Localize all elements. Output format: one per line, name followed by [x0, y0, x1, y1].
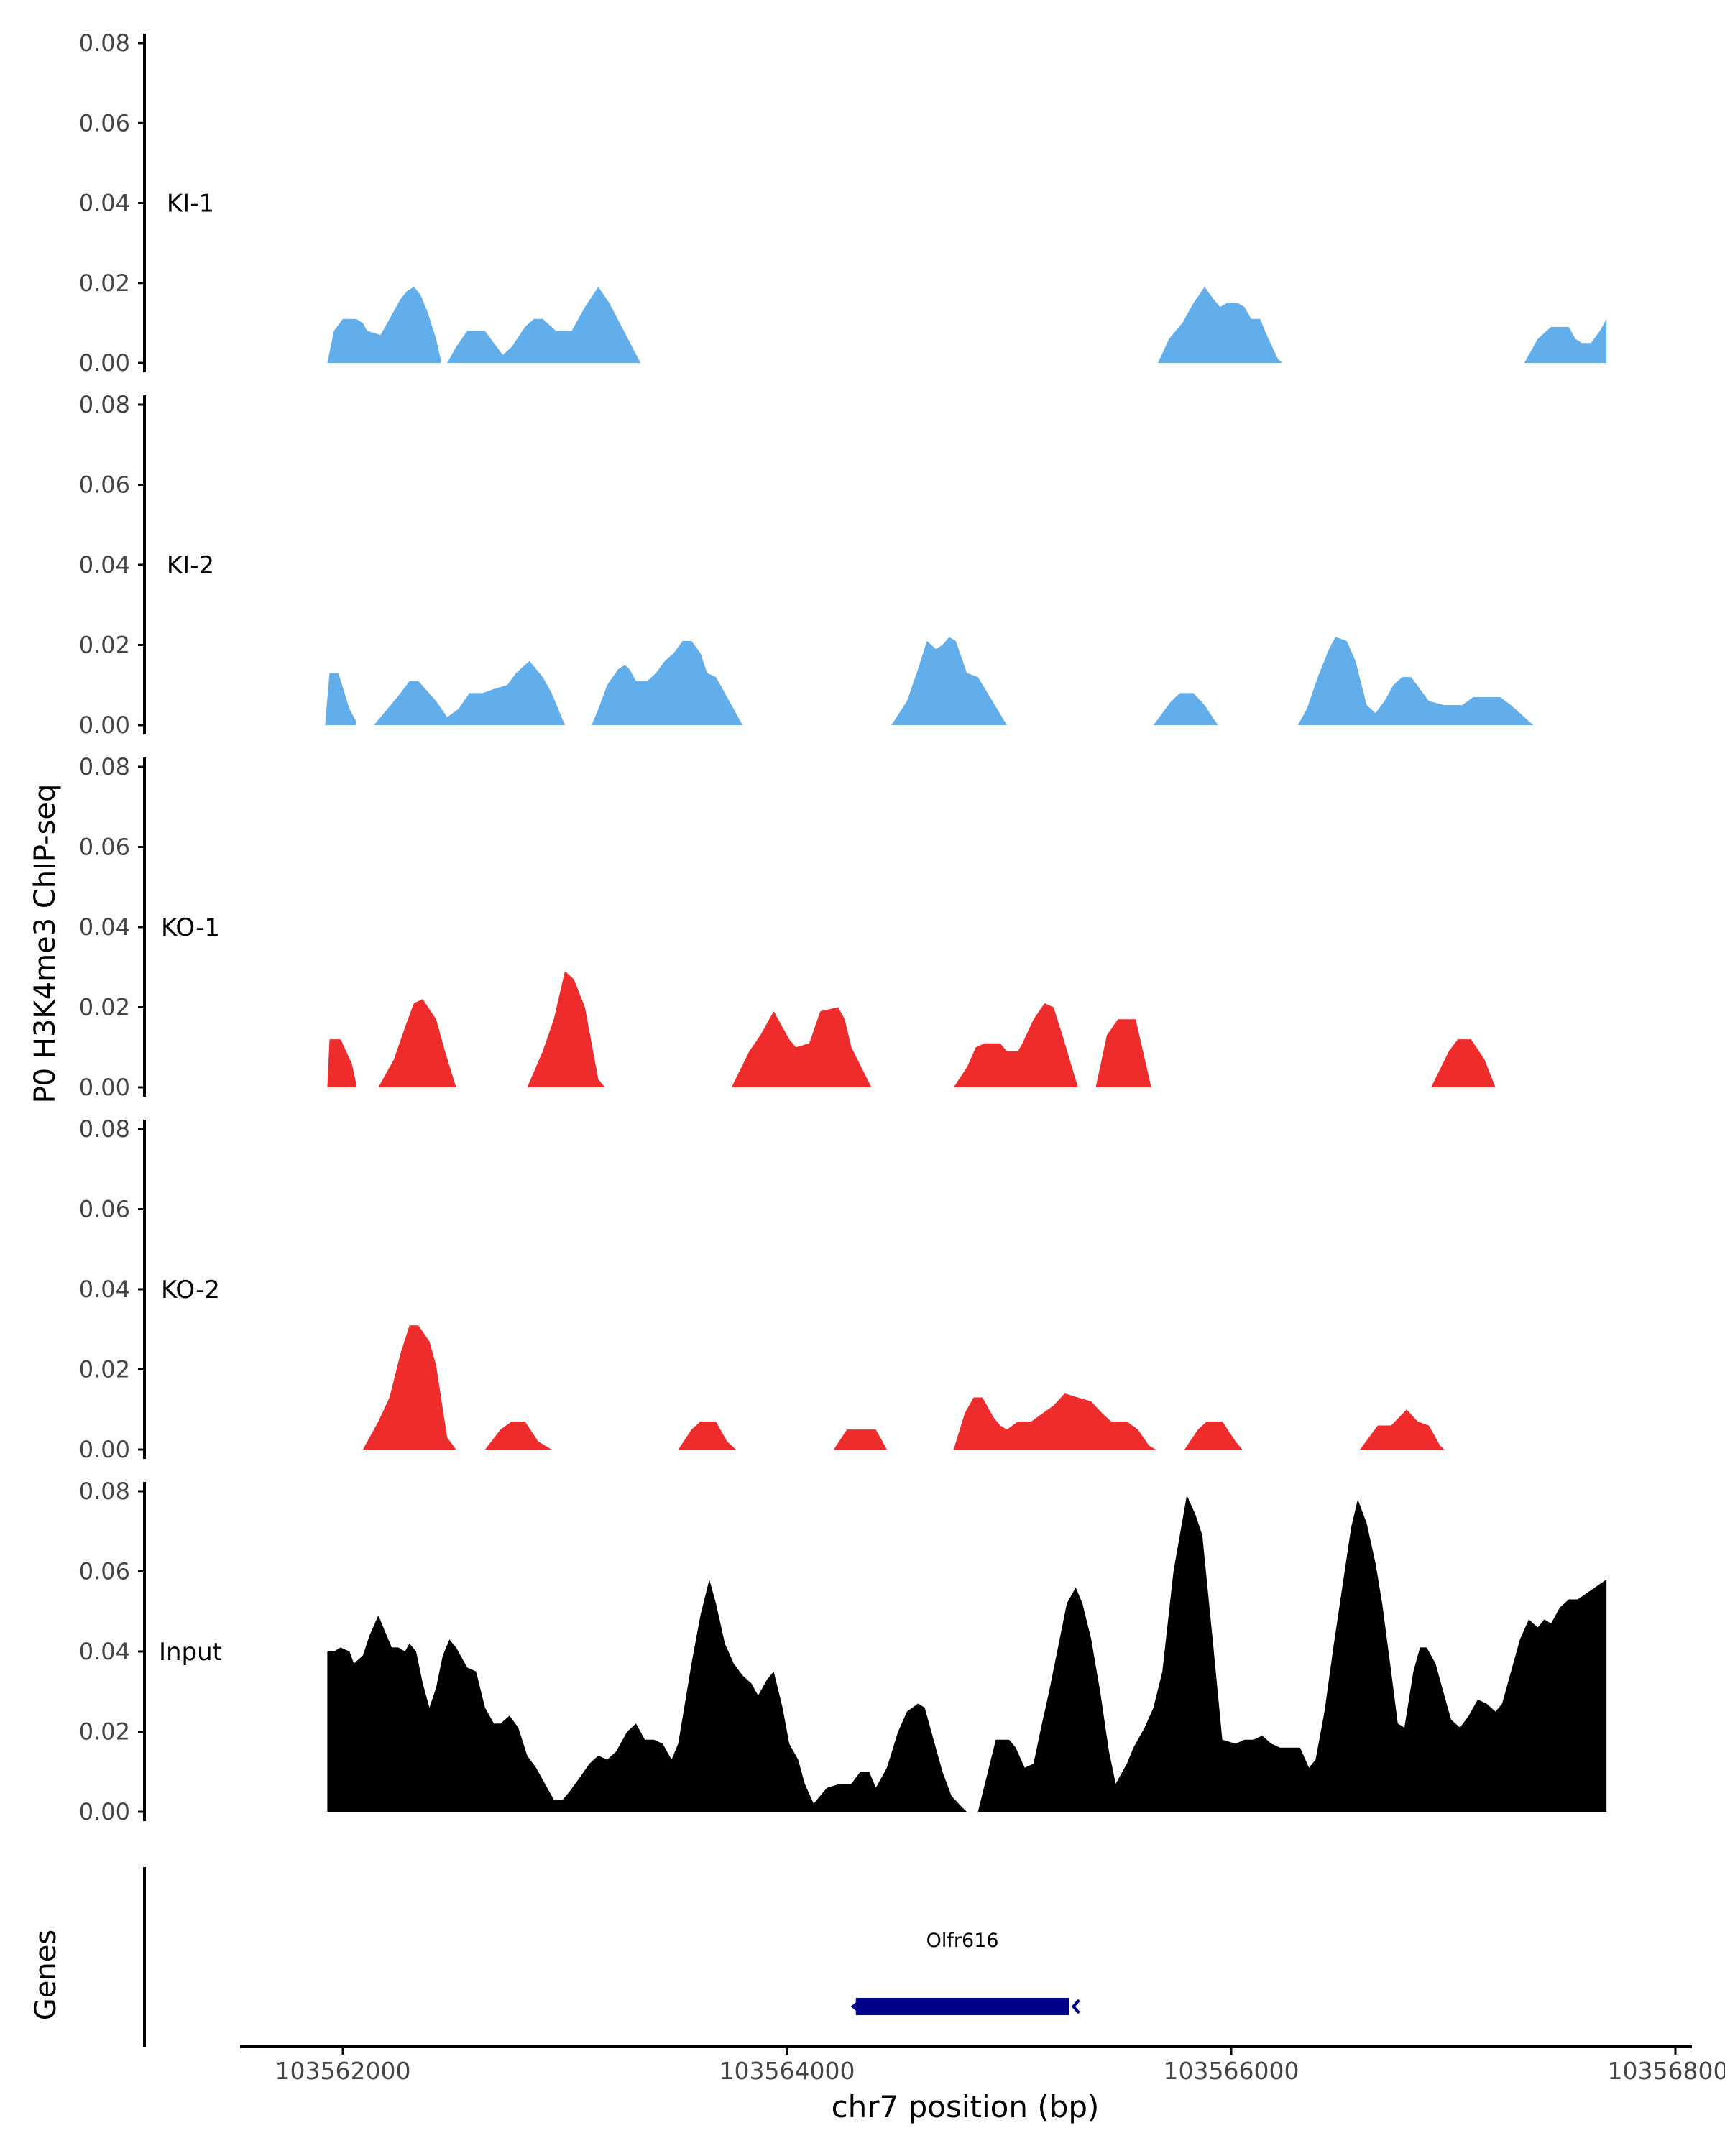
- signal-area: [325, 673, 356, 725]
- signal-area: [592, 640, 743, 725]
- y-tick-label: 0.04: [79, 1638, 130, 1665]
- x-tick-label: 103564000: [719, 2057, 855, 2085]
- signal-area: [527, 971, 605, 1087]
- signal-area: [327, 1579, 967, 1812]
- y-tick-label: 0.06: [79, 109, 130, 137]
- y-tick-label: 0.02: [79, 270, 130, 297]
- y-tick-label: 0.06: [79, 834, 130, 861]
- y-tick-label: 0.04: [79, 913, 130, 941]
- gene-olfr616: Olfr616: [850, 1930, 1080, 2015]
- genes-panel: Genes Olfr616: [29, 1867, 1080, 2047]
- signal-area: [731, 1007, 872, 1087]
- tracks-layer: 0.00 0.02 0.04 0.06 0.08 KI-1 0.00 0.02 0.04 0.06…: [79, 29, 1607, 1825]
- gene-body: [855, 1998, 1070, 2015]
- signal-area: [1095, 1019, 1151, 1087]
- y-tick-label: 0.02: [79, 1718, 130, 1746]
- x-axis: 103562000 103564000 103566000 103568000 chr…: [240, 2045, 1725, 2124]
- track-input: 0.00 0.02 0.04 0.06 0.08 Input: [79, 1478, 1607, 1825]
- gene-label: Olfr616: [926, 1930, 999, 1952]
- y-tick-label: 0.04: [79, 190, 130, 217]
- signal-area: [833, 1429, 887, 1450]
- y-tick-label: 0.08: [79, 753, 130, 780]
- signal-area: [484, 1422, 552, 1450]
- strand-arrow-icon: [850, 1999, 862, 2014]
- x-tick-label: 103562000: [275, 2057, 411, 2085]
- y-tick-label: 0.02: [79, 994, 130, 1021]
- y-tick-label: 0.00: [79, 349, 130, 377]
- signal-area: [378, 999, 456, 1087]
- y-tick-label: 0.00: [79, 711, 130, 739]
- signal-area: [1431, 1039, 1496, 1087]
- signal-area: [447, 287, 641, 363]
- track-label: Input: [159, 1638, 222, 1667]
- signal-area: [1184, 1422, 1243, 1450]
- track-ki-2: 0.00 0.02 0.04 0.06 0.08 KI-2: [79, 391, 1534, 739]
- signal-area: [953, 1003, 1078, 1087]
- y-tick-label: 0.04: [79, 1276, 130, 1303]
- track-label: KO-1: [161, 913, 220, 942]
- x-axis-title: chr7 position (bp): [832, 2089, 1100, 2124]
- y-tick-label: 0.08: [79, 1478, 130, 1505]
- y-tick-label: 0.08: [79, 391, 130, 418]
- y-tick-label: 0.08: [79, 1115, 130, 1143]
- signal-area: [327, 1039, 356, 1087]
- track-label: KI-1: [167, 190, 214, 218]
- y-tick-label: 0.02: [79, 1356, 130, 1383]
- track-ko-2: 0.00 0.02 0.04 0.06 0.08 KO-2: [79, 1115, 1445, 1463]
- y-tick-label: 0.04: [79, 551, 130, 579]
- signal-area: [327, 287, 441, 363]
- signal-area: [1297, 637, 1534, 725]
- genes-layer: Olfr616: [850, 1930, 1080, 2015]
- x-tick-label: 103566000: [1164, 2057, 1300, 2085]
- y-tick-label: 0.06: [79, 1196, 130, 1223]
- signal-area: [374, 660, 565, 725]
- y-tick-label: 0.02: [79, 632, 130, 659]
- signal-area: [362, 1325, 456, 1450]
- signal-area: [1360, 1409, 1445, 1450]
- x-tick-label: 103568000: [1608, 2057, 1725, 2085]
- signal-area: [1524, 318, 1607, 363]
- y-tick-label: 0.00: [79, 1436, 130, 1463]
- y-tick-label: 0.08: [79, 29, 130, 57]
- signal-area: [1153, 693, 1218, 725]
- y-tick-label: 0.00: [79, 1074, 130, 1101]
- signal-area: [891, 637, 1007, 725]
- track-label: KI-2: [167, 551, 214, 580]
- track-ki-1: 0.00 0.02 0.04 0.06 0.08 KI-1: [79, 29, 1607, 377]
- genes-panel-label: Genes: [29, 1930, 63, 2020]
- y-axis-title: P0 H3K4me3 ChIP-seq: [29, 784, 62, 1104]
- signal-area: [953, 1393, 1156, 1450]
- y-tick-label: 0.00: [79, 1798, 130, 1825]
- signal-area: [978, 1495, 1607, 1812]
- x-ticks: 103562000 103564000 103566000 103568000: [275, 2047, 1725, 2085]
- y-tick-label: 0.06: [79, 471, 130, 499]
- track-label: KO-2: [161, 1276, 220, 1304]
- signal-area: [678, 1422, 736, 1450]
- track-ko-1: 0.00 0.02 0.04 0.06 0.08 KO-1: [79, 753, 1496, 1101]
- signal-area: [1158, 287, 1283, 363]
- y-tick-label: 0.06: [79, 1558, 130, 1585]
- strand-arrow-icon: [1071, 1999, 1080, 2014]
